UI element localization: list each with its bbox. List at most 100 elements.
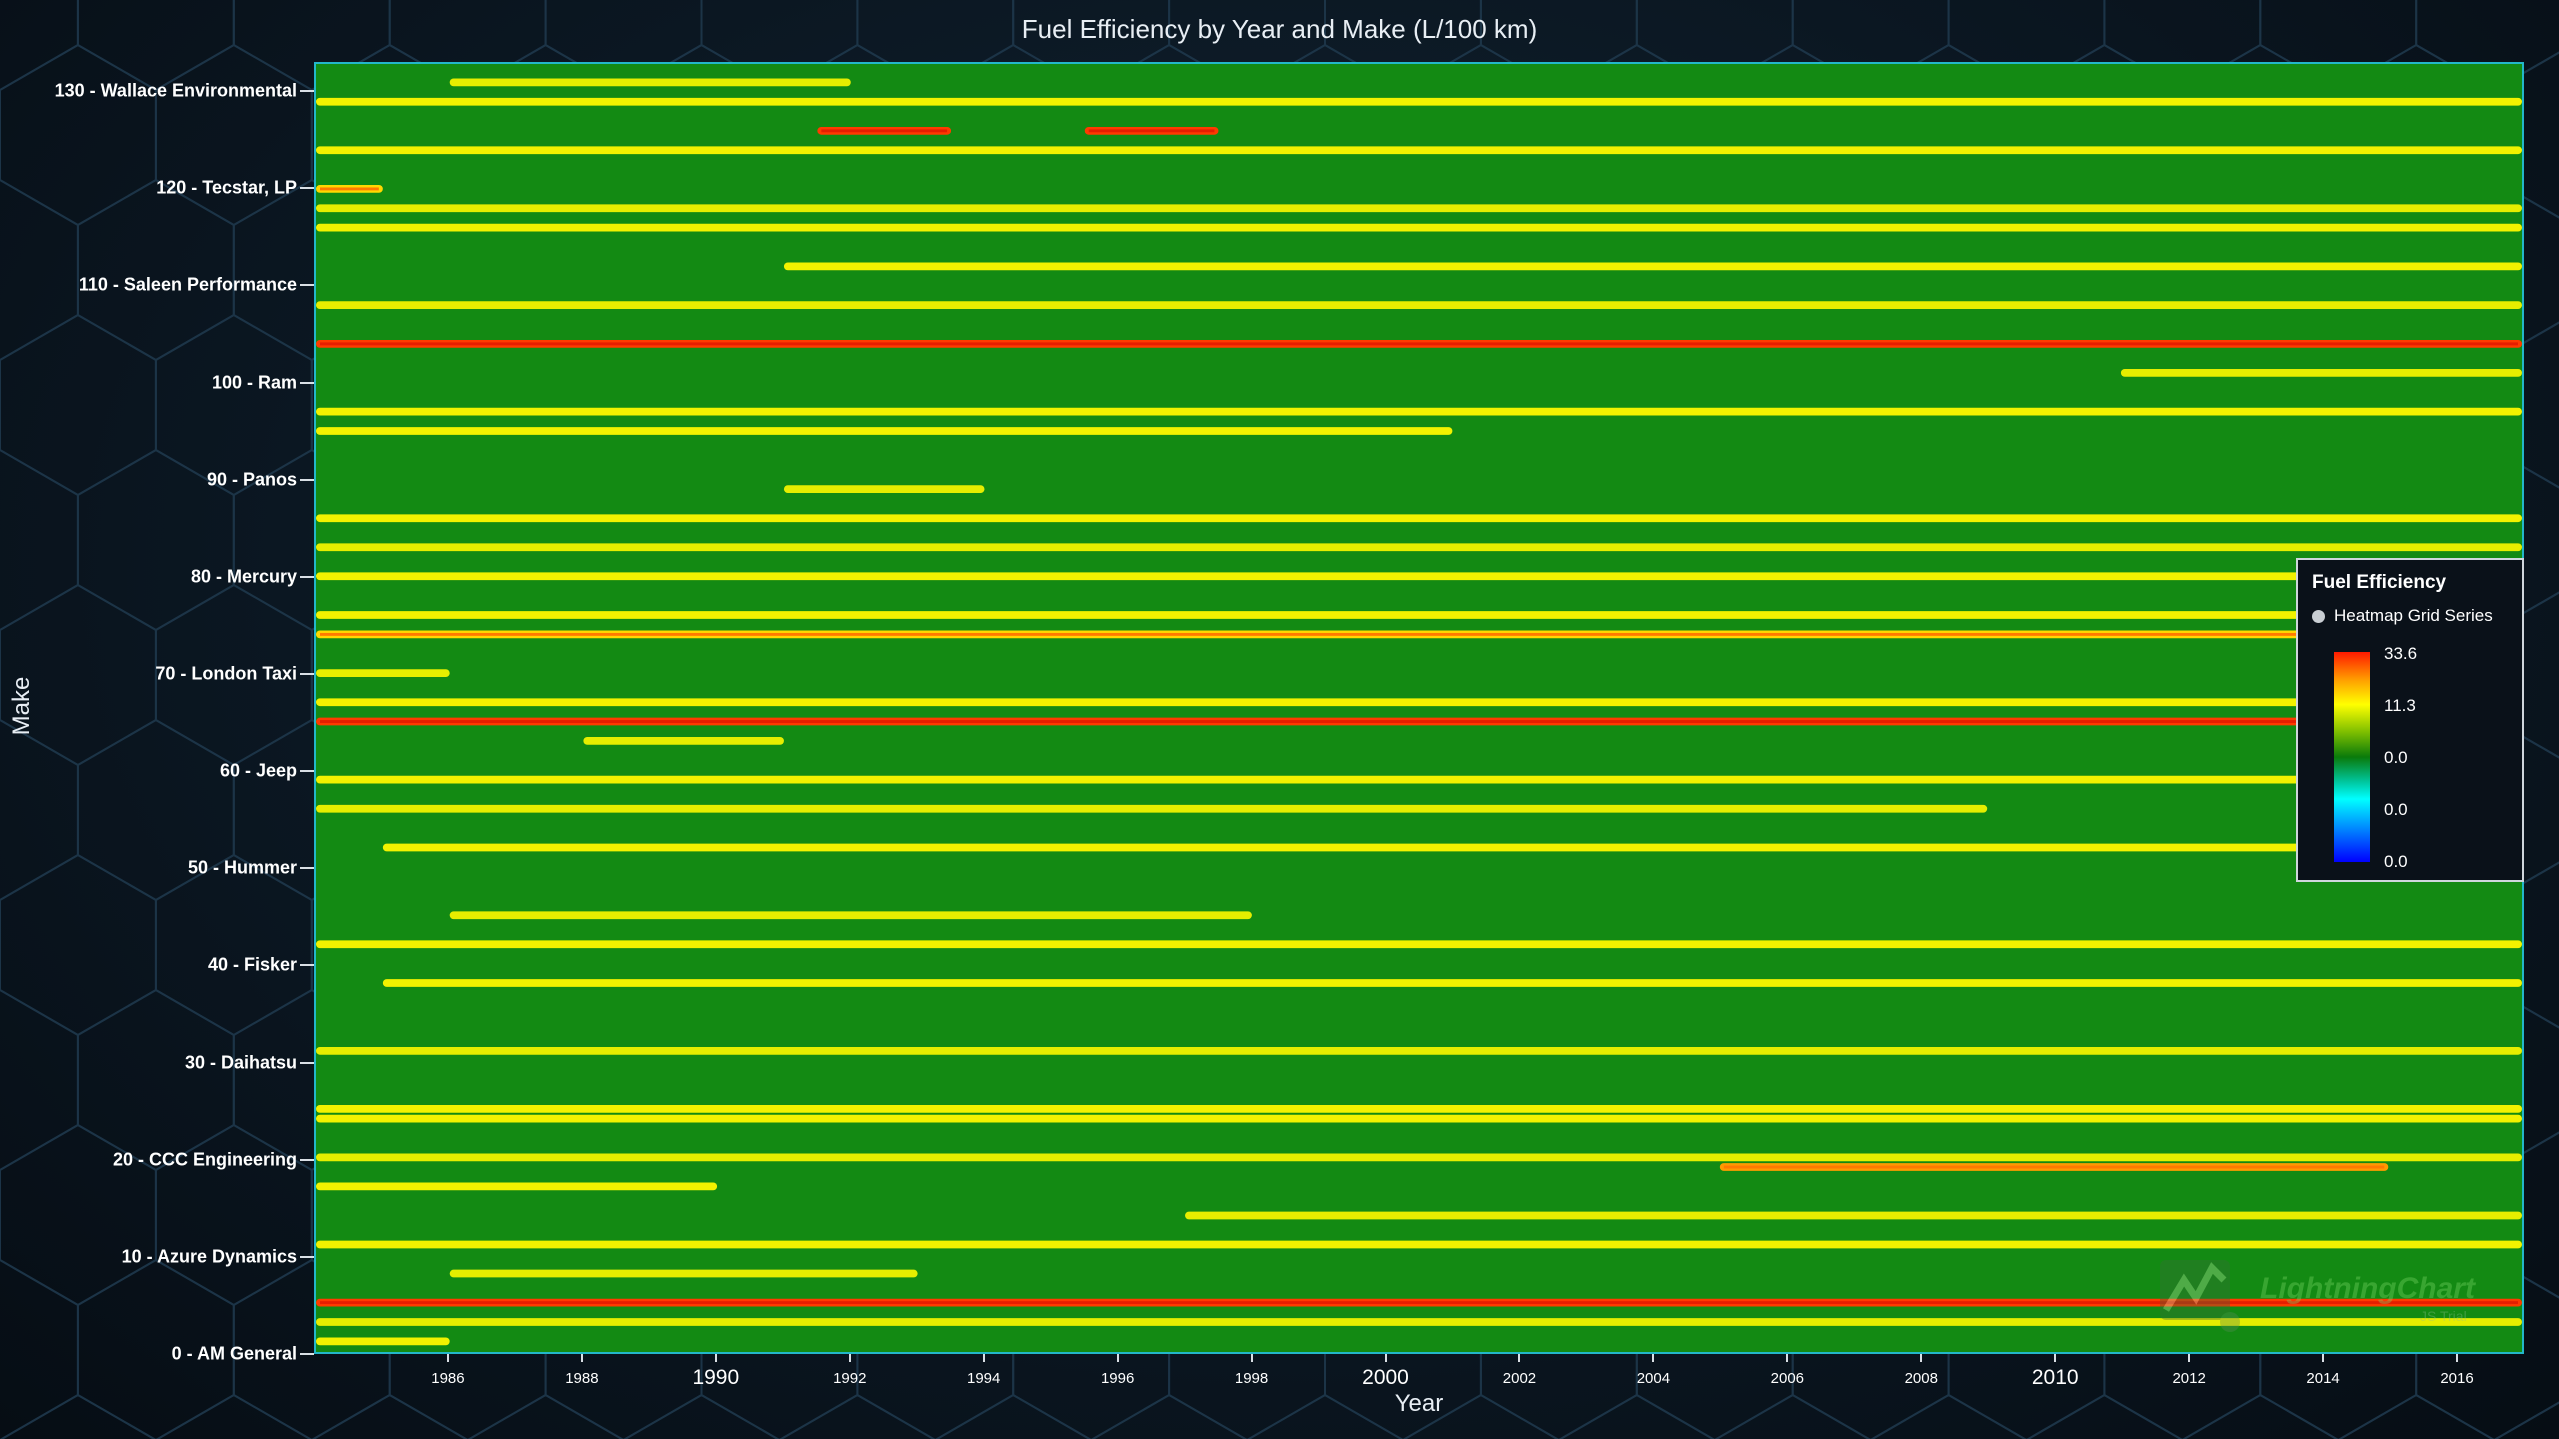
heatmap-band-core	[320, 342, 2518, 346]
y-tick-mark	[300, 1353, 314, 1355]
x-tick-mark	[580, 1354, 583, 1362]
legend-box[interactable]: Fuel Efficiency Heatmap Grid Series 33.6…	[2296, 558, 2524, 882]
watermark-logo: LightningChart JS Trial	[2150, 1250, 2510, 1340]
x-tick-mark	[1786, 1354, 1789, 1362]
x-tick-label: 1988	[565, 1370, 599, 1387]
heatmap-band	[316, 804, 1988, 813]
y-tick-label: 10 - Azure Dynamics	[121, 1246, 297, 1267]
heatmap-band	[382, 843, 2522, 852]
y-tick-mark	[300, 1255, 314, 1258]
heatmap-band	[449, 1269, 918, 1278]
y-tick-mark	[300, 1158, 314, 1161]
x-tick-mark	[2322, 1354, 2325, 1362]
x-tick-mark	[446, 1354, 449, 1362]
watermark-brand: LightningChart	[2260, 1272, 2475, 1305]
y-tick-label: 80 - Mercury	[190, 566, 297, 587]
y-tick-label: 30 - Daihatsu	[184, 1052, 297, 1073]
legend-series-marker[interactable]	[2312, 610, 2325, 623]
y-tick-label: 0 - AM General	[171, 1343, 297, 1364]
heatmap-band	[783, 262, 2522, 271]
heatmap-band-core	[320, 1301, 2518, 1305]
heatmap-band-core	[1723, 1165, 2385, 1169]
heatmap-band	[449, 78, 851, 87]
x-tick-mark	[1250, 1354, 1253, 1362]
legend-stop-label: 11.3	[2384, 696, 2416, 715]
x-tick-label: 1994	[967, 1370, 1001, 1387]
legend-stop-label: 33.6	[2384, 644, 2418, 663]
x-tick-mark	[1116, 1354, 1119, 1362]
heatmap-band	[583, 737, 784, 745]
x-tick-mark	[848, 1354, 851, 1362]
heatmap-band	[783, 485, 985, 494]
heatmap-band	[316, 1046, 2522, 1055]
x-tick-label: 2000	[1362, 1366, 1409, 1389]
heatmap-band	[2120, 369, 2522, 377]
heatmap-band	[316, 407, 2522, 416]
heatmap-plot-area[interactable]	[314, 62, 2524, 1354]
legend-color-scale	[2334, 652, 2370, 862]
x-tick-label: 2010	[2031, 1366, 2079, 1389]
x-tick-label: 1996	[1100, 1370, 1135, 1387]
heatmap-band-core	[320, 720, 2518, 724]
x-tick-mark	[982, 1354, 985, 1362]
heatmap-band	[316, 1182, 718, 1191]
heatmap-band	[316, 1114, 2522, 1123]
x-tick-label: 1986	[431, 1370, 465, 1387]
y-tick-label: 70 - London Taxi	[155, 663, 297, 684]
heatmap-band	[316, 204, 2522, 213]
y-tick-mark	[300, 575, 314, 578]
x-tick-mark	[1652, 1354, 1655, 1362]
x-tick-label: 2008	[1904, 1370, 1938, 1387]
heatmap-band	[316, 146, 2522, 155]
legend-series-name[interactable]: Heatmap Grid Series	[2334, 606, 2493, 625]
x-tick-label: 2006	[1770, 1370, 1805, 1387]
y-tick-mark	[300, 284, 314, 287]
heatmap-band-core	[320, 632, 2518, 636]
x-tick-label: 2002	[1502, 1370, 1537, 1387]
x-axis-title: Year	[1394, 1390, 1444, 1417]
x-tick-label: 1992	[833, 1370, 867, 1387]
heatmap-band	[316, 223, 2522, 232]
heatmap-band-core	[320, 187, 379, 191]
y-tick-mark	[300, 770, 314, 773]
heatmap-band	[316, 669, 450, 678]
heatmap-band	[316, 572, 2522, 581]
heatmap-band	[316, 1240, 2522, 1249]
y-tick-label: 40 - Fisker	[207, 954, 297, 975]
x-tick-label: 2014	[2306, 1370, 2340, 1387]
heatmap-band-core	[821, 129, 948, 133]
heatmap-band	[316, 698, 2522, 707]
y-tick-mark	[300, 187, 314, 190]
heatmap-band-core	[1088, 129, 1215, 133]
legend-stop-label: 0.0	[2384, 800, 2408, 819]
heatmap-band	[316, 1337, 450, 1346]
y-axis-title: Make	[8, 676, 35, 736]
y-tick-mark	[300, 90, 314, 93]
x-tick-mark	[2054, 1354, 2057, 1362]
legend-title: Fuel Efficiency	[2312, 572, 2447, 593]
heatmap-band	[316, 611, 2522, 619]
x-tick-mark	[1384, 1354, 1387, 1362]
heatmap-band	[316, 301, 2522, 310]
heatmap-band	[316, 543, 2522, 552]
x-tick-mark	[714, 1354, 717, 1362]
y-tick-mark	[300, 867, 314, 870]
x-tick-label: 1990	[692, 1366, 740, 1389]
x-tick-label: 1998	[1234, 1370, 1269, 1387]
lightningchart-logo-icon	[2160, 1260, 2240, 1332]
x-tick-label: 2004	[1636, 1370, 1671, 1387]
heatmap-band	[316, 514, 2522, 523]
heatmap-grid	[316, 78, 2522, 1346]
x-tick-label: 2012	[2172, 1370, 2206, 1387]
y-tick-mark	[300, 1061, 314, 1064]
heatmap-band	[316, 97, 2522, 106]
x-tick-mark	[2456, 1354, 2459, 1362]
y-tick-mark	[300, 673, 314, 675]
x-tick-mark	[1518, 1354, 1521, 1362]
y-tick-label: 120 - Tecstar, LP	[156, 177, 297, 198]
legend-stop-label: 0.0	[2384, 748, 2408, 767]
y-tick-mark	[300, 478, 314, 481]
chart-title: Fuel Efficiency by Year and Make (L/100 …	[1021, 14, 1538, 44]
y-tick-label: 100 - Ram	[211, 372, 297, 393]
heatmap-band	[316, 1105, 2522, 1113]
